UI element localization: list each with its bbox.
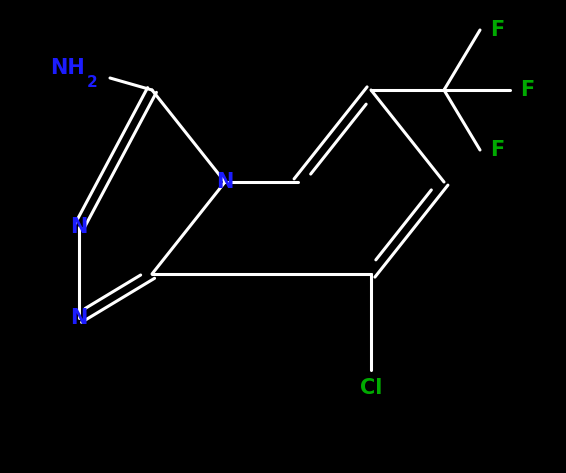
Text: F: F: [490, 20, 504, 40]
Text: N: N: [70, 308, 88, 328]
Text: N: N: [70, 217, 88, 237]
Text: N: N: [216, 172, 234, 192]
Text: Cl: Cl: [360, 378, 382, 398]
Text: F: F: [490, 140, 504, 160]
Text: F: F: [520, 80, 534, 100]
Text: NH: NH: [50, 58, 85, 78]
Text: 2: 2: [87, 75, 98, 90]
